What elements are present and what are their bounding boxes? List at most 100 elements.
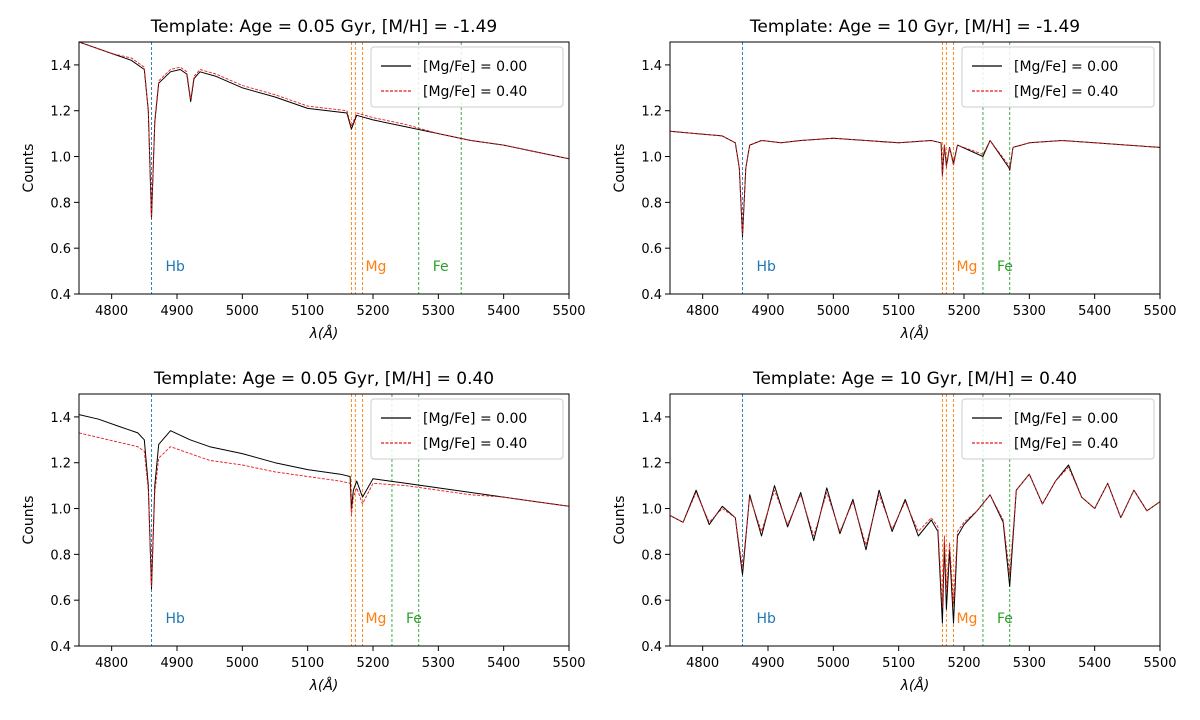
line-label-mg: Mg xyxy=(365,259,386,275)
chart-title: Template: Age = 0.05 Gyr, [M/H] = 0.40 xyxy=(153,369,494,389)
y-tick-label: 0.4 xyxy=(50,640,71,655)
x-tick-label: 5400 xyxy=(487,656,520,671)
x-tick-label: 5500 xyxy=(1143,656,1176,671)
y-axis-label: Counts xyxy=(21,144,37,193)
legend-box xyxy=(370,46,564,108)
plot-area xyxy=(670,394,1160,646)
y-tick-label: 1.0 xyxy=(50,503,71,518)
y-tick-label: 1.0 xyxy=(641,503,662,518)
x-tick-label: 5500 xyxy=(552,656,585,671)
y-tick-label: 0.6 xyxy=(641,242,662,257)
legend-label: [Mg/Fe] = 0.00 xyxy=(1014,59,1118,75)
x-tick-label: 5100 xyxy=(291,304,324,319)
line-label-mg: Mg xyxy=(956,259,977,275)
x-tick-label: 5100 xyxy=(882,304,915,319)
axes-frame xyxy=(669,393,1161,647)
x-tick-label: 5500 xyxy=(552,304,585,319)
y-tick-label: 1.2 xyxy=(641,105,662,120)
x-tick-label: 5300 xyxy=(1013,656,1046,671)
chart-title: Template: Age = 10 Gyr, [M/H] = -1.49 xyxy=(749,17,1080,37)
y-tick-label: 1.4 xyxy=(641,59,662,74)
legend-label: [Mg/Fe] = 0.00 xyxy=(423,411,527,427)
chart-title: Template: Age = 0.05 Gyr, [M/H] = -1.49 xyxy=(150,17,497,37)
x-tick-label: 5000 xyxy=(817,656,850,671)
x-tick-label: 5300 xyxy=(422,304,455,319)
legend-label: [Mg/Fe] = 0.40 xyxy=(423,436,527,452)
line-label-mg: Mg xyxy=(365,611,386,627)
x-tick-label: 4800 xyxy=(686,304,719,319)
y-tick-label: 0.6 xyxy=(50,594,71,609)
line-label-hb: Hb xyxy=(166,611,186,627)
legend-label: [Mg/Fe] = 0.00 xyxy=(423,59,527,75)
x-tick-label: 4800 xyxy=(95,304,128,319)
y-tick-label: 0.8 xyxy=(641,196,662,211)
y-tick-label: 1.0 xyxy=(641,151,662,166)
chart-panel-1: Template: Age = 0.05 Gyr, [M/H] = -1.49 H… xyxy=(21,17,586,342)
y-tick-label: 0.6 xyxy=(50,242,71,257)
y-tick-label: 0.4 xyxy=(641,288,662,303)
y-tick-label: 1.0 xyxy=(50,151,71,166)
line-label-fe: Fe xyxy=(406,611,422,627)
line-label-hb: Hb xyxy=(166,259,186,275)
x-tick-label: 5500 xyxy=(1143,304,1176,319)
y-axis-label: Counts xyxy=(612,496,628,545)
legend-box xyxy=(370,398,564,460)
axes-frame xyxy=(78,41,570,295)
legend-label: [Mg/Fe] = 0.40 xyxy=(1014,436,1118,452)
series-line-2 xyxy=(79,42,569,219)
x-tick-label: 5400 xyxy=(1078,304,1111,319)
x-tick-label: 4800 xyxy=(95,656,128,671)
line-label-mg: Mg xyxy=(956,611,977,627)
x-tick-label: 5400 xyxy=(487,304,520,319)
legend-label: [Mg/Fe] = 0.40 xyxy=(423,84,527,100)
legend-box xyxy=(961,398,1155,460)
axes-frame xyxy=(78,393,570,647)
series-line-2 xyxy=(670,130,1160,235)
x-tick-label: 5200 xyxy=(947,656,980,671)
line-label-fe: Fe xyxy=(997,259,1013,275)
y-tick-label: 1.2 xyxy=(50,457,71,472)
legend: [Mg/Fe] = 0.00 [Mg/Fe] = 0.40 xyxy=(961,398,1155,460)
y-tick-label: 0.4 xyxy=(641,640,662,655)
y-axis-label: Counts xyxy=(21,496,37,545)
y-tick-label: 0.8 xyxy=(50,548,71,563)
x-tick-label: 5400 xyxy=(1078,656,1111,671)
x-tick-label: 5200 xyxy=(356,656,389,671)
x-tick-label: 5100 xyxy=(882,656,915,671)
y-tick-label: 1.4 xyxy=(641,411,662,426)
legend-box xyxy=(961,46,1155,108)
plot-area xyxy=(670,42,1160,294)
line-label-hb: Hb xyxy=(757,259,777,275)
x-axis-label: λ(Å) xyxy=(309,325,339,342)
line-label-hb: Hb xyxy=(757,611,777,627)
line-label-fe: Fe xyxy=(433,259,449,275)
x-tick-label: 5000 xyxy=(226,304,259,319)
y-tick-label: 0.4 xyxy=(50,288,71,303)
y-axis-label: Counts xyxy=(612,144,628,193)
x-tick-label: 4900 xyxy=(160,656,193,671)
chart-title: Template: Age = 10 Gyr, [M/H] = 0.40 xyxy=(752,369,1077,389)
legend: [Mg/Fe] = 0.00 [Mg/Fe] = 0.40 xyxy=(961,46,1155,108)
series-line-1 xyxy=(670,464,1160,624)
y-tick-label: 1.2 xyxy=(641,457,662,472)
chart-panel-2: Template: Age = 10 Gyr, [M/H] = -1.49 Hb M… xyxy=(612,17,1177,342)
x-axis-label: λ(Å) xyxy=(309,677,339,694)
y-tick-label: 1.2 xyxy=(50,105,71,120)
legend: [Mg/Fe] = 0.00 [Mg/Fe] = 0.40 xyxy=(370,398,564,460)
axes-frame xyxy=(669,41,1161,295)
line-label-fe: Fe xyxy=(997,611,1013,627)
legend-label: [Mg/Fe] = 0.40 xyxy=(1014,84,1118,100)
legend-label: [Mg/Fe] = 0.00 xyxy=(1014,411,1118,427)
y-tick-label: 0.6 xyxy=(641,594,662,609)
x-tick-label: 5100 xyxy=(291,656,324,671)
chart-panel-4: Template: Age = 10 Gyr, [M/H] = 0.40 Hb Mg… xyxy=(612,369,1177,694)
x-tick-label: 5000 xyxy=(226,656,259,671)
x-axis-label: λ(Å) xyxy=(900,677,930,694)
legend: [Mg/Fe] = 0.00 [Mg/Fe] = 0.40 xyxy=(370,46,564,108)
x-axis-label: λ(Å) xyxy=(900,325,930,342)
series-line-2 xyxy=(79,432,569,587)
series-line-1 xyxy=(79,414,569,590)
y-tick-label: 0.8 xyxy=(50,196,71,211)
x-tick-label: 5300 xyxy=(422,656,455,671)
